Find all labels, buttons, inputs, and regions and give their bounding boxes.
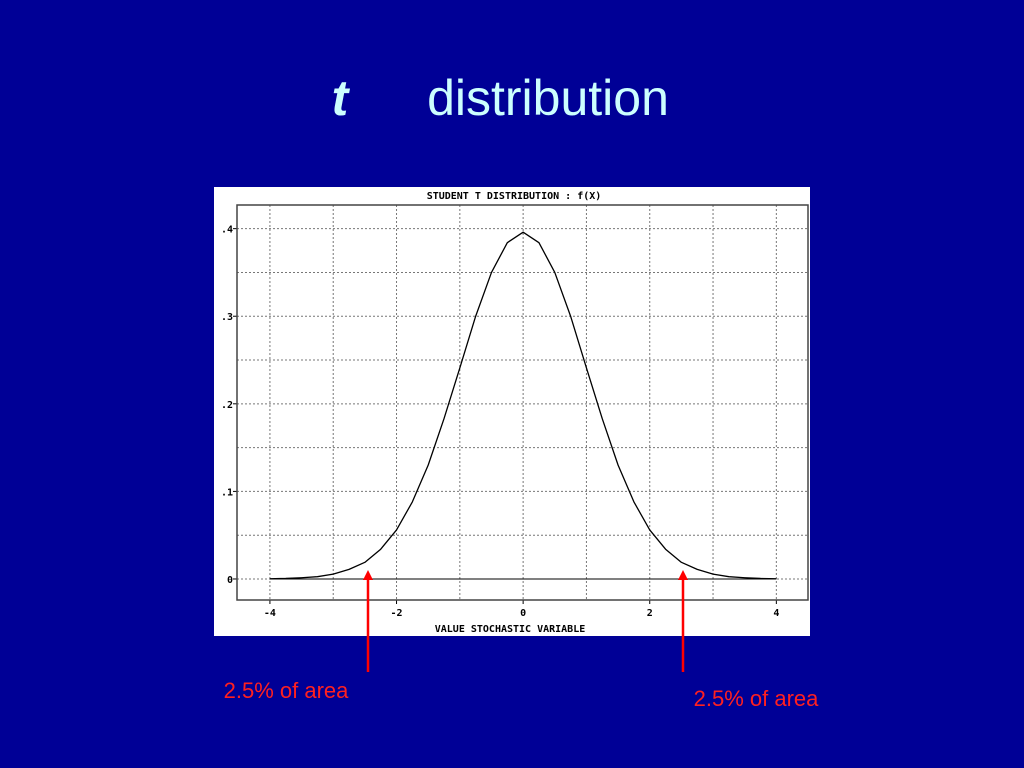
y-tick-label: .3 — [221, 312, 233, 323]
x-tick-label: 2 — [647, 608, 653, 619]
plot-frame — [236, 204, 809, 601]
x-axis-label: VALUE STOCHASTIC VARIABLE — [435, 624, 586, 635]
x-tick-label: 4 — [773, 608, 779, 619]
y-tick-label: .4 — [221, 225, 233, 236]
x-tick-label: 0 — [520, 608, 526, 619]
x-tick-label: -4 — [264, 608, 276, 619]
annotation: 2.5% of area — [694, 686, 820, 711]
y-tick-label: 0 — [227, 575, 233, 586]
slide-title: distribution — [427, 70, 669, 126]
x-tick-label: -2 — [391, 608, 403, 619]
chart-background — [214, 187, 810, 636]
slide-title-variable: t — [332, 70, 351, 126]
curve — [269, 231, 777, 580]
arrow-head — [363, 570, 373, 580]
plot: 0 .1 .2 .3 .4 -4 -2 0 2 4 — [221, 204, 809, 619]
y-tick-label: .2 — [221, 400, 233, 411]
chart-title: STUDENT T DISTRIBUTION : f(X) — [427, 191, 602, 202]
y-tick-label: .1 — [221, 487, 233, 498]
arrow-head — [678, 570, 688, 580]
annotation: 2.5% of area — [224, 678, 350, 703]
